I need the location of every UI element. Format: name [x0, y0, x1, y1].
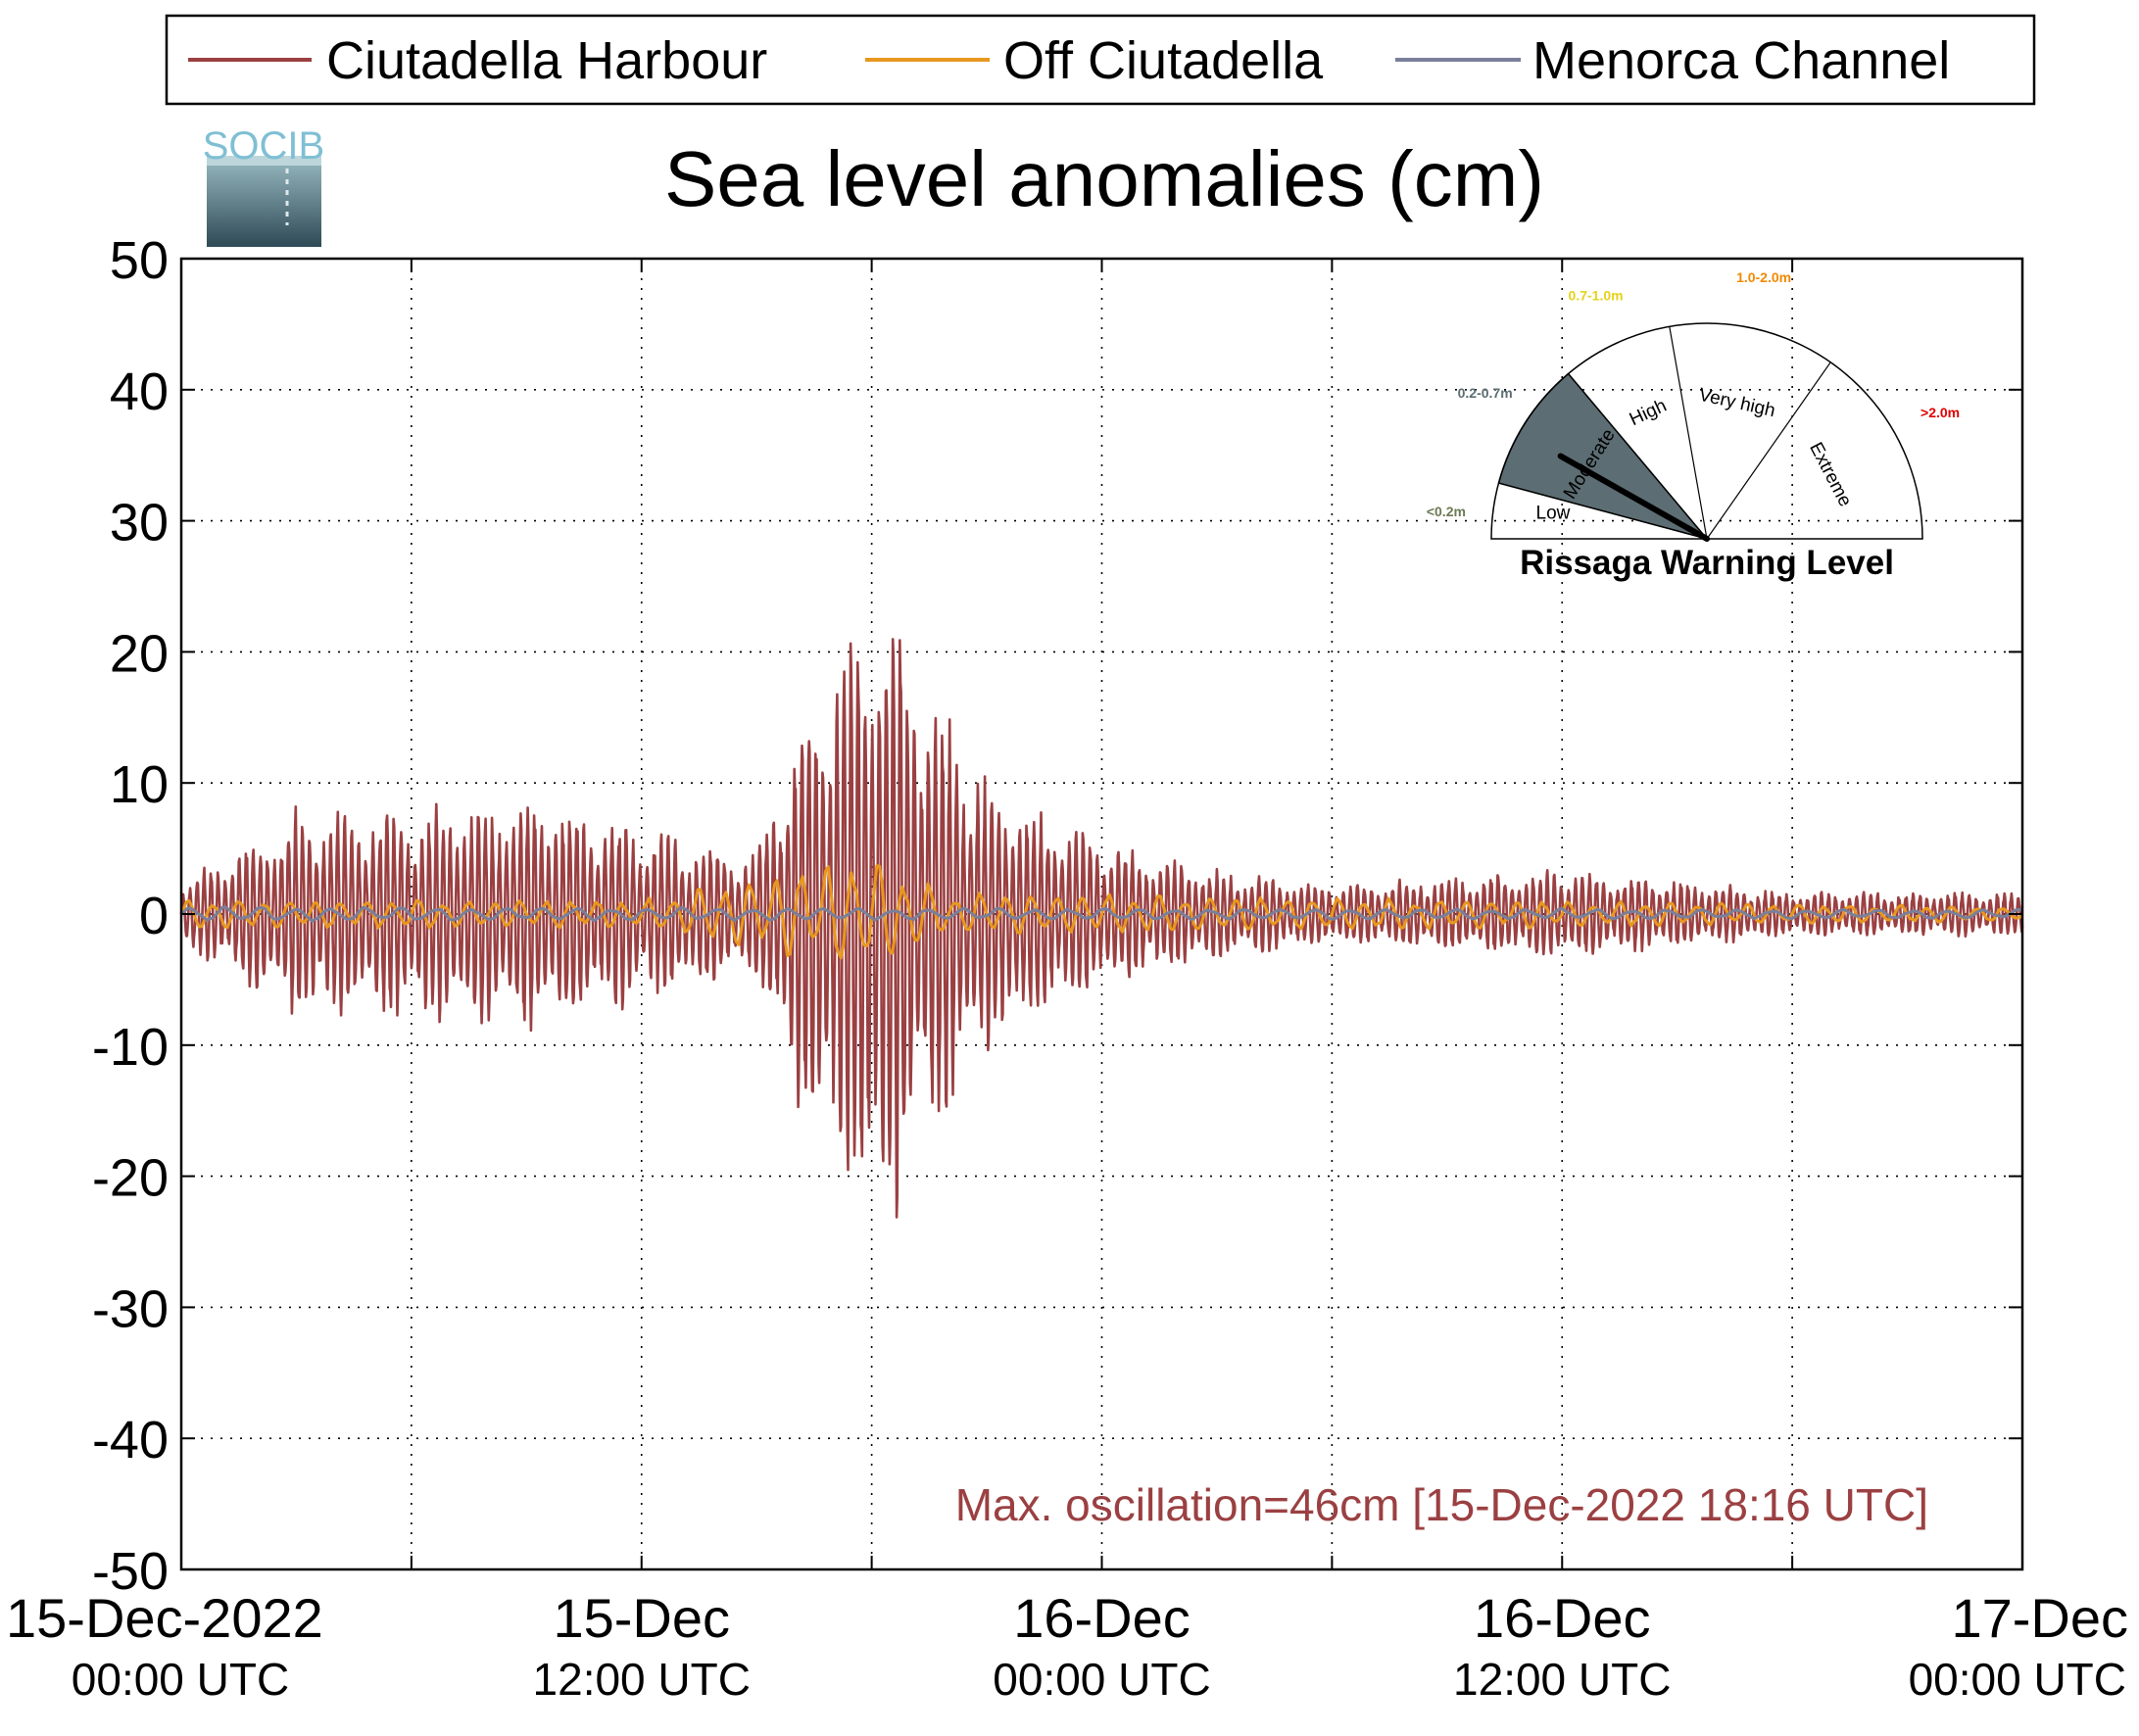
- gauge-divider: [1669, 326, 1708, 540]
- y-tick-label: -30: [92, 1279, 169, 1338]
- legend-label-off-ciutadella: Off Ciutadella: [1003, 31, 1324, 90]
- y-tick-label: -50: [92, 1542, 169, 1601]
- gauge-divider: [1498, 482, 1708, 540]
- socib-logo: SOCIB: [203, 124, 324, 247]
- series-line-off-ciutadella: [179, 864, 2024, 960]
- y-tick-label: -10: [92, 1018, 169, 1077]
- gauge-range-extreme: >2.0m: [1920, 405, 1960, 420]
- gauge-range-very-high: 1.0-2.0m: [1736, 269, 1791, 285]
- y-tick-label: -40: [92, 1411, 169, 1470]
- x-tick-label-date: 17-Dec: [1951, 1587, 2128, 1649]
- gauge-dividers: [1498, 326, 1831, 540]
- x-tick-label-date: 15-Dec: [553, 1587, 730, 1649]
- x-tick-label-date: 15-Dec-2022: [6, 1587, 323, 1649]
- max-oscillation-annotation: Max. oscillation=46cm [15-Dec-2022 18:16…: [955, 1479, 1928, 1530]
- y-tick-label: -20: [92, 1149, 169, 1208]
- y-tick-label: 40: [110, 362, 169, 421]
- gauge-title: Rissaga Warning Level: [1520, 544, 1894, 582]
- y-tick-label: 30: [110, 494, 169, 553]
- gauge-range-low: <0.2m: [1427, 504, 1466, 519]
- x-tick-label-date: 16-Dec: [1474, 1587, 1651, 1649]
- x-tick-label-date: 16-Dec: [1013, 1587, 1191, 1649]
- legend-label-ciutadella-harbour: Ciutadella Harbour: [326, 31, 767, 90]
- gauge-outline: [1490, 322, 1923, 540]
- chart-title: Sea level anomalies (cm): [664, 135, 1544, 222]
- y-tick-label: 50: [110, 231, 169, 290]
- y-tick-label: 0: [139, 887, 169, 945]
- gauge-divider: [1706, 362, 1831, 540]
- x-tick-label-time: 00:00 UTC: [993, 1654, 1210, 1705]
- x-tick-label-time: 12:00 UTC: [1453, 1654, 1671, 1705]
- y-tick-label: 20: [110, 624, 169, 683]
- gauge-divider: [1568, 373, 1708, 540]
- socib-logo-text: SOCIB: [203, 124, 324, 168]
- x-tick-label-time: 12:00 UTC: [533, 1654, 751, 1705]
- y-tick-label: 10: [110, 755, 169, 814]
- legend: Ciutadella Harbour Off Ciutadella Menorc…: [165, 14, 2036, 106]
- gauge-sector-label-low: Low: [1536, 503, 1571, 523]
- series-line-menorca-channel: [180, 905, 2023, 923]
- series-line-ciutadella-harbour: [179, 638, 2024, 1219]
- x-tick-label-time: 00:00 UTC: [1909, 1654, 2126, 1705]
- rissaga-warning-gauge: Low Moderate High Very high Extreme <0.2…: [1427, 269, 1960, 582]
- legend-label-menorca-channel: Menorca Channel: [1532, 31, 1950, 90]
- axis-ticks: [181, 258, 2022, 1570]
- series-layer: [179, 638, 2024, 1219]
- y-axis-tick-labels: 50 40 30 20 10 0 -10 -20 -30 -40 -50: [92, 231, 169, 1601]
- gauge-needle: [1557, 453, 1710, 542]
- gauge-range-moderate: 0.2-0.7m: [1458, 385, 1513, 401]
- x-tick-label-time: 00:00 UTC: [72, 1654, 289, 1705]
- gauge-range-high: 0.7-1.0m: [1569, 288, 1624, 304]
